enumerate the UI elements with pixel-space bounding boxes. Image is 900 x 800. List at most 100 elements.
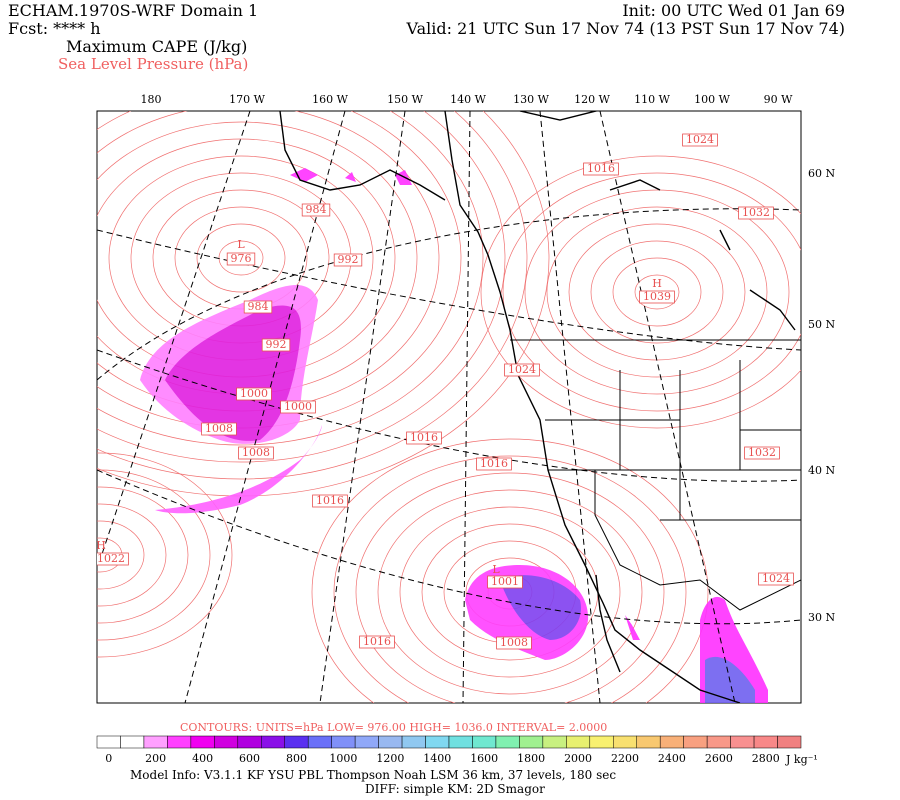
model-title: ECHAM.1970S-WRF Domain 1 <box>8 1 258 20</box>
longitude-label: 100 W <box>694 93 730 106</box>
label-box <box>312 494 348 508</box>
isobar <box>97 111 484 446</box>
pressure-label: 1008 <box>205 422 233 435</box>
label-box <box>758 572 794 586</box>
colorbar-label: 1200 <box>376 752 404 765</box>
pressure-label: 992 <box>266 338 287 351</box>
colorbar-swatch <box>636 735 661 749</box>
isobar <box>333 455 687 703</box>
pressure-label: 1008 <box>242 446 270 459</box>
colorbar-label: 1600 <box>470 752 498 765</box>
pressure-label: 1039 <box>643 290 671 303</box>
colorbar-swatch <box>237 735 262 749</box>
init-time: Init: 00 UTC Wed 01 Jan 69 <box>622 1 845 20</box>
colorbar-label: 1000 <box>329 752 357 765</box>
pressure-label: L <box>237 238 245 251</box>
longitude-label: 150 W <box>387 93 423 106</box>
isobar <box>480 155 801 429</box>
label-box <box>476 457 512 471</box>
pressure-label: 1032 <box>748 446 776 459</box>
isobar <box>97 486 189 624</box>
colorbar-swatch <box>261 735 285 749</box>
colorbar-label: 2000 <box>564 752 592 765</box>
colorbar-label: 1400 <box>423 752 451 765</box>
isobar <box>546 206 768 378</box>
pressure-label: 1016 <box>316 494 344 507</box>
pressure-label: 984 <box>306 203 327 216</box>
colorbar-swatch <box>167 735 192 749</box>
colorbar-swatch <box>96 735 121 749</box>
colorbar-swatch <box>613 735 637 749</box>
colorbar-swatch <box>566 735 591 749</box>
label-box <box>504 363 540 377</box>
pressure-label: 1016 <box>480 457 508 470</box>
pressure-label: 1008 <box>500 636 528 649</box>
colorbar-swatch <box>378 735 403 749</box>
pressure-label: 1022 <box>97 552 125 565</box>
label-box <box>682 133 718 147</box>
isobar <box>218 240 264 276</box>
label-box <box>333 253 363 267</box>
colorbar-swatch <box>472 735 497 749</box>
colorbar-label: 2600 <box>705 752 733 765</box>
colorbar-swatch <box>120 735 145 749</box>
colorbar-swatch <box>425 735 450 749</box>
longitude-label: 130 W <box>513 93 549 106</box>
isobar <box>97 452 233 658</box>
isobar <box>97 111 528 480</box>
isobar <box>524 189 790 395</box>
colorbar-label: 1800 <box>517 752 545 765</box>
colorbar-swatch <box>730 735 755 749</box>
colorbar-swatch <box>284 735 309 749</box>
colorbar-label: 400 <box>192 752 213 765</box>
pressure-label: 1016 <box>363 635 391 648</box>
pressure-label: 1024 <box>508 363 536 376</box>
label-box <box>97 552 129 566</box>
pressure-label: 1000 <box>284 400 312 413</box>
isobar <box>590 240 724 344</box>
label-box <box>639 290 675 304</box>
isobar <box>97 469 211 641</box>
isobar <box>311 438 709 703</box>
borders <box>510 339 801 611</box>
colorbar-swatch <box>214 735 239 749</box>
contour-field: Sea Level Pressure (hPa) <box>58 55 248 73</box>
colorbar-swatch <box>190 735 215 749</box>
colorbar-swatch <box>706 735 731 749</box>
valid-time: Valid: 21 UTC Sun 17 Nov 74 (13 PST Sun … <box>406 19 845 38</box>
colorbar-label: 0 <box>105 752 112 765</box>
pressure-label: H <box>652 277 662 290</box>
latitude-label: 40 N <box>808 464 835 477</box>
model-info: Model Info: V3.1.1 KF YSU PBL Thompson N… <box>130 768 616 782</box>
coastlines <box>279 111 796 703</box>
label-box <box>359 635 395 649</box>
longitude-label: 120 W <box>574 93 610 106</box>
label-box <box>243 300 273 314</box>
pressure-label: 1032 <box>742 206 770 219</box>
pressure-label: 992 <box>338 253 359 266</box>
label-box <box>487 575 523 589</box>
label-box <box>496 636 532 650</box>
colorbar-label: 600 <box>239 752 260 765</box>
label-box <box>280 400 316 414</box>
longitude-label: 160 W <box>312 93 348 106</box>
latitude-label: 50 N <box>808 318 835 331</box>
colorbar-swatch <box>401 735 426 749</box>
longitude-label: 140 W <box>450 93 486 106</box>
colorbar-swatch <box>143 735 168 749</box>
model-info-2: DIFF: simple KM: 2D Smagor <box>365 782 545 796</box>
isobar <box>399 506 621 678</box>
label-box <box>583 162 619 176</box>
isobar <box>377 489 643 695</box>
pressure-label: 1016 <box>410 431 438 444</box>
colorbar-swatch <box>777 735 802 749</box>
colorbar-swatch <box>753 735 778 749</box>
colorbar-label: 2200 <box>611 752 639 765</box>
colorbar-swatch <box>683 735 708 749</box>
label-box <box>738 206 774 220</box>
latitude-label: 60 N <box>808 167 835 180</box>
longitude-label: 110 W <box>634 93 670 106</box>
field-name: Maximum CAPE (J/kg) <box>66 37 247 56</box>
